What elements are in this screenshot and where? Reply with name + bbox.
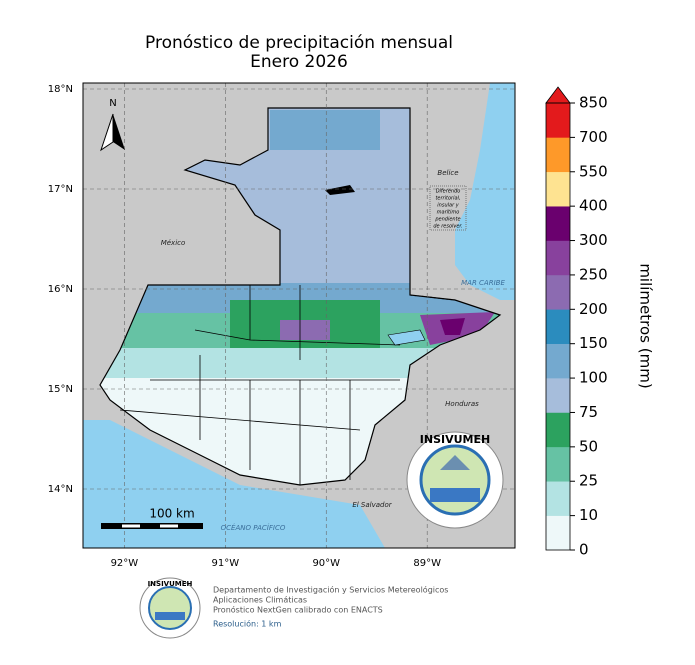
colorbar-frame [545, 102, 571, 551]
dispute-label: territorial, [435, 196, 460, 202]
colorbar-tick-label: 0 [579, 541, 589, 559]
footer-line: Aplicaciones Climáticas [213, 596, 307, 605]
department-borders [119, 285, 401, 485]
label-caribbean: MAR CARIBE [461, 279, 505, 287]
colorbar-tick-label: 300 [579, 231, 608, 249]
colorbar-tick-label: 150 [579, 334, 608, 352]
dispute-label: pendiente [434, 217, 460, 223]
scale-bar [101, 523, 203, 529]
lat-tick-label: 18°N [48, 84, 73, 95]
lon-tick-label: 90°W [312, 558, 340, 569]
colorbar-segment [546, 309, 570, 344]
colorbar-segment [546, 412, 570, 448]
colorbar-tick-label: 10 [579, 506, 598, 524]
colorbar-tick-label: 50 [579, 437, 598, 455]
label-pacific: OCÉANO PACÍFICO [221, 523, 286, 532]
country-border [99, 107, 502, 486]
lon-tick-label: 92°W [111, 558, 139, 569]
colorbar-segment [546, 446, 570, 482]
lat-tick-label: 17°N [48, 184, 73, 195]
colorbar-tick-label: 75 [579, 403, 598, 421]
north-arrow-right [113, 114, 125, 150]
colorbar-segment [546, 378, 570, 413]
colorbar-label: milímetros (mm) [637, 263, 655, 388]
lat-tick-label: 16°N [48, 284, 73, 295]
colorbar-segment [546, 240, 570, 276]
pacific-ocean [83, 420, 385, 548]
colorbar-tick-label: 200 [579, 300, 608, 318]
colorbar-tick-label: 25 [579, 472, 598, 490]
lake-izabal [387, 329, 426, 346]
footer-line: Departamento de Investigación y Servicio… [213, 585, 448, 595]
lon-tick-label: 89°W [413, 558, 441, 569]
colorbar-tick-label: 700 [579, 128, 608, 146]
footer-resolution: Resolución: 1 km [213, 619, 282, 629]
map-frame [82, 82, 516, 549]
dispute-label: de resolver. [433, 224, 462, 230]
title: Pronóstico de precipitación mensual [145, 33, 453, 53]
colorbar-segment [546, 343, 570, 379]
logo-footer: INSIVUMEH [139, 577, 201, 639]
colorbar-segment [546, 137, 570, 173]
scale-label: 100 km [149, 507, 194, 521]
lat-tick-label: 15°N [48, 384, 73, 395]
colorbar-segment [546, 206, 570, 241]
colorbar-tick-label: 850 [579, 94, 608, 112]
colorbar-segment [546, 274, 570, 310]
colorbar-tick-label: 250 [579, 265, 608, 283]
colorbar-segment [546, 103, 570, 138]
dispute-label: Diferendo [436, 189, 461, 195]
dispute-label: marítimo [437, 209, 460, 216]
colorbar-segment [546, 481, 570, 516]
dispute-label: insular y [437, 203, 459, 209]
lake-peten [325, 185, 355, 195]
logo-text: INSIVUMEH [420, 433, 490, 446]
lon-tick-label: 91°W [212, 558, 240, 569]
dispute-box [429, 185, 467, 231]
label-honduras: Honduras [445, 400, 479, 408]
footer-line: Pronóstico NextGen calibrado con ENACTS [213, 605, 383, 615]
colorbar: 0 10 25 50 75 100 150 200 250 300 400 550 700 850 [545, 86, 608, 559]
colorbar-extend [545, 86, 571, 104]
colorbar-tick-label: 100 [579, 369, 608, 387]
label-mexico: México [161, 239, 186, 247]
north-label: N [109, 98, 116, 109]
lat-tick-label: 14°N [48, 484, 73, 495]
belize-border [409, 108, 456, 301]
label-belize: Belice [437, 169, 458, 177]
colorbar-segment [546, 515, 570, 551]
colorbar-segment [546, 171, 570, 207]
logo-map: INSIVUMEH [406, 431, 504, 529]
colorbar-tick-label: 550 [579, 162, 608, 180]
caribbean-sea [455, 83, 515, 300]
label-el-salvador: El Salvador [352, 501, 392, 509]
colorbar-tick-label: 400 [579, 197, 608, 215]
logo-text: INSIVUMEH [148, 580, 193, 588]
map [83, 83, 515, 548]
subtitle: Enero 2026 [250, 52, 348, 72]
